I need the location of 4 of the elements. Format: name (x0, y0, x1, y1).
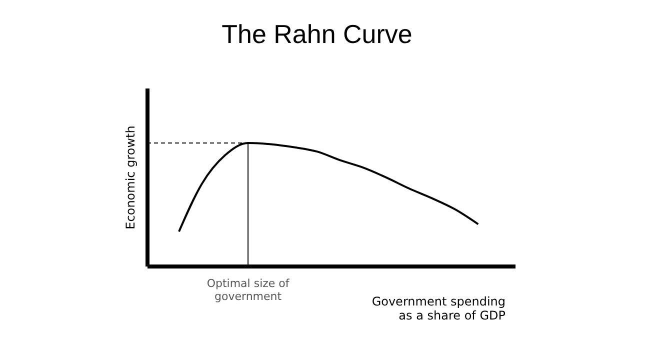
y-axis-title: Economic growth (124, 126, 138, 230)
text: Optimal size of government (206, 277, 290, 303)
x-axis-title: Government spending as a share of GDP (372, 294, 506, 322)
chart-title: The Rahn Curve (222, 19, 412, 49)
